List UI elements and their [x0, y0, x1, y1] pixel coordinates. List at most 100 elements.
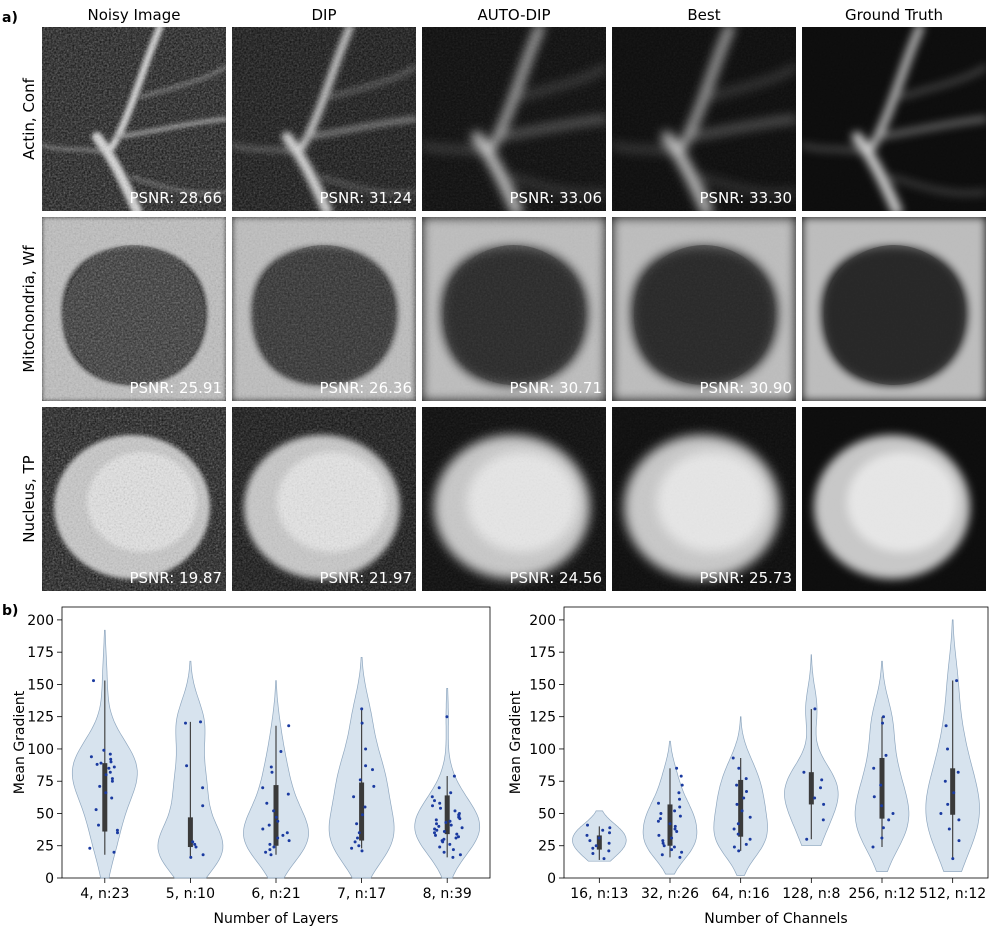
- data-point: [272, 845, 276, 849]
- data-point: [270, 770, 274, 774]
- data-point: [880, 836, 884, 840]
- x-axis-label: Number of Layers: [214, 911, 339, 927]
- data-point: [442, 850, 446, 854]
- microscopy-texture: [802, 217, 986, 401]
- psnr-value: PSNR: 33.30: [699, 189, 792, 207]
- data-point: [355, 822, 359, 826]
- data-point: [736, 832, 740, 836]
- data-point: [946, 802, 950, 806]
- psnr-value: PSNR: 33.06: [509, 189, 602, 207]
- data-point: [451, 848, 455, 852]
- x-tick-label: 8, n:39: [423, 886, 472, 902]
- data-point: [435, 822, 438, 826]
- data-point: [94, 808, 98, 812]
- data-point: [678, 855, 682, 859]
- data-point: [360, 707, 364, 711]
- data-point: [276, 819, 280, 823]
- microscopy-texture: [422, 407, 606, 591]
- data-point: [99, 761, 103, 765]
- data-point: [735, 783, 739, 787]
- data-point: [737, 849, 741, 853]
- data-point: [363, 805, 367, 809]
- data-point: [457, 835, 460, 839]
- data-point: [356, 836, 359, 840]
- data-point: [452, 774, 456, 778]
- x-tick-label: 6, n:21: [251, 886, 300, 902]
- data-point: [449, 791, 453, 795]
- data-point: [661, 839, 665, 843]
- data-point: [732, 827, 736, 831]
- data-point: [433, 831, 436, 835]
- data-point: [678, 797, 681, 801]
- data-point: [193, 842, 197, 846]
- data-point: [673, 809, 677, 813]
- microscopy-image: PSNR: 33.30: [612, 27, 796, 211]
- data-point: [264, 850, 268, 854]
- data-point: [361, 813, 364, 817]
- violin-chart-layers: 0 25 50 75 100 125 150 175 200 4, n:23 5, n:10 6, n…: [12, 606, 491, 927]
- data-point: [88, 846, 92, 850]
- column-title: Best: [687, 6, 721, 24]
- data-point: [675, 830, 679, 833]
- data-point: [201, 804, 205, 808]
- data-point: [189, 855, 193, 859]
- data-point: [737, 766, 741, 770]
- data-point: [110, 777, 114, 781]
- data-point: [944, 724, 948, 728]
- data-point: [607, 841, 611, 845]
- data-point: [433, 799, 436, 803]
- data-point: [891, 812, 895, 815]
- data-point: [822, 802, 826, 806]
- x-tick-label: 5, n:10: [166, 886, 215, 902]
- microscopy-texture: [612, 407, 796, 591]
- data-point: [657, 801, 660, 805]
- x-tick-label: 256, n:12: [848, 886, 915, 902]
- data-point: [602, 857, 606, 861]
- data-point: [434, 818, 438, 822]
- data-point: [451, 855, 455, 859]
- data-point: [675, 766, 679, 770]
- y-tick-label: 125: [27, 710, 54, 726]
- data-point: [678, 814, 682, 818]
- data-point: [668, 822, 672, 826]
- data-point: [267, 823, 271, 827]
- microscopy-image: PSNR: 19.87: [42, 407, 226, 591]
- data-point: [112, 850, 116, 854]
- y-axis-label: Mean Gradient: [508, 690, 524, 794]
- data-point: [946, 747, 949, 751]
- microscopy-texture: [802, 27, 986, 211]
- data-point: [104, 773, 108, 777]
- data-point: [880, 804, 884, 808]
- data-point: [678, 805, 682, 809]
- data-point: [736, 822, 740, 826]
- data-point: [884, 753, 888, 757]
- data-point: [802, 770, 806, 774]
- microscopy-texture: [422, 27, 606, 211]
- data-point: [455, 832, 459, 836]
- data-point: [673, 824, 677, 828]
- psnr-value: PSNR: 26.36: [319, 379, 412, 397]
- psnr-value: PSNR: 19.87: [129, 569, 222, 587]
- data-point: [371, 768, 374, 772]
- data-point: [97, 823, 100, 827]
- y-tick-label: 100: [27, 742, 54, 758]
- data-point: [269, 853, 273, 857]
- data-point: [353, 840, 357, 844]
- data-point: [660, 853, 664, 857]
- microscopy-texture: [232, 217, 416, 401]
- microscopy-texture: [422, 217, 606, 401]
- data-point: [110, 796, 114, 800]
- microscopy-image: PSNR: 31.24: [232, 27, 416, 211]
- data-point: [813, 707, 817, 711]
- microscopy-texture: [42, 27, 226, 211]
- data-point: [735, 802, 739, 806]
- data-point: [201, 853, 205, 857]
- data-point: [658, 817, 662, 821]
- data-point: [109, 757, 113, 761]
- y-tick-label: 0: [45, 871, 54, 887]
- microscopy-image: [802, 217, 986, 401]
- panel-a-label: a): [2, 10, 18, 26]
- data-point: [89, 755, 93, 759]
- violin-quartile-box: [273, 785, 279, 846]
- y-tick-label: 200: [27, 613, 54, 629]
